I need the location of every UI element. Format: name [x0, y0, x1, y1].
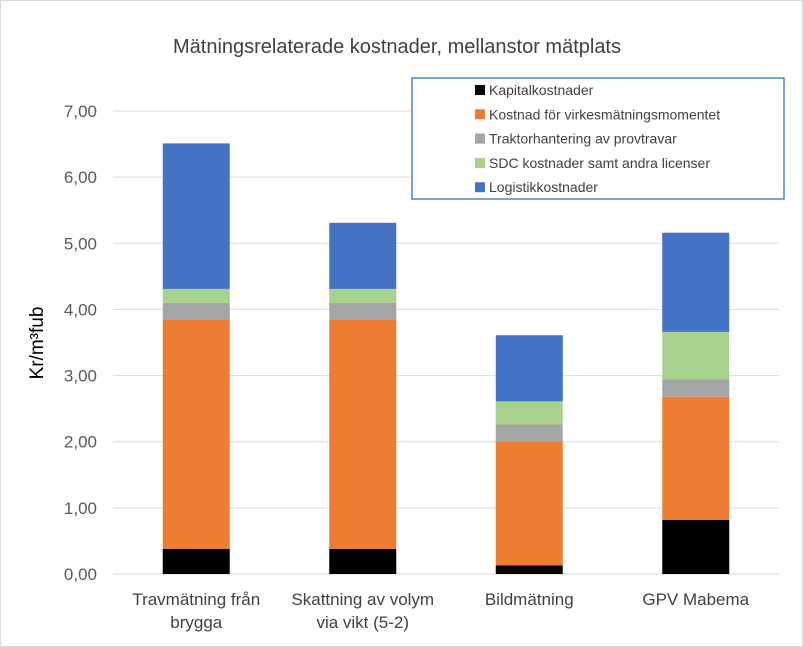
y-axis-label: Kr/m³fub — [27, 307, 48, 380]
bar-segment — [495, 401, 563, 425]
bar-segment — [162, 143, 230, 289]
bar-segment — [329, 222, 397, 289]
legend-label: SDC kostnader samt andra licenser — [489, 155, 710, 171]
legend-swatch — [475, 182, 485, 193]
bar-segment — [162, 319, 230, 549]
bar-segment — [495, 335, 563, 402]
legend-label: Logistikkostnader — [489, 179, 598, 195]
y-tick-label: 4,00 — [64, 300, 97, 319]
bar-segment — [662, 379, 730, 397]
bar-segment — [495, 565, 563, 574]
y-tick-label: 3,00 — [64, 367, 97, 386]
bar-segment — [495, 424, 563, 442]
bar-segment — [162, 548, 230, 574]
y-tick-label: 0,00 — [64, 565, 97, 584]
bars — [162, 143, 730, 574]
legend-swatch — [475, 157, 485, 168]
legend-swatch — [475, 85, 485, 95]
bar-segment — [329, 302, 397, 320]
legend-label: Kostnad för virkesmätningsmomentet — [489, 106, 720, 122]
y-tick-label: 7,00 — [64, 102, 97, 121]
bar-segment — [495, 441, 563, 566]
category-label: brygga — [170, 613, 223, 632]
bar-segment — [662, 331, 730, 380]
bar-segment — [329, 288, 397, 303]
category-label: GPV Mabema — [642, 590, 749, 609]
bar-segment — [329, 319, 397, 549]
y-tick-label: 2,00 — [64, 433, 97, 452]
category-label: via vikt (5-2) — [316, 613, 409, 632]
y-tick-label: 5,00 — [64, 234, 97, 253]
legend-swatch — [475, 109, 485, 120]
bar-segment — [162, 288, 230, 303]
legend-label: Traktorhantering av provtravar — [489, 131, 677, 147]
legend-label: Kapitalkostnader — [489, 82, 594, 98]
bar-segment — [329, 548, 397, 574]
bar-segment — [162, 302, 230, 320]
bar-segment — [662, 519, 730, 574]
y-tick-label: 1,00 — [64, 499, 97, 518]
bar-segment — [662, 232, 730, 332]
category-label: Travmätning från — [132, 590, 260, 609]
legend-swatch — [475, 133, 485, 144]
y-tick-labels: 0,00 1,00 2,00 3,00 4,00 5,00 6,00 7,00 — [64, 102, 97, 584]
chart-title: Mätningsrelaterade kostnader, mellanstor… — [173, 36, 621, 58]
y-tick-label: 6,00 — [64, 168, 97, 187]
legend: Kapitalkostnader Kostnad för virkesmätnin… — [411, 77, 785, 200]
bar-segment — [662, 396, 730, 520]
legend-box — [411, 77, 785, 200]
category-labels: Travmätning från brygga Skattning av volym… — [132, 590, 749, 632]
category-label: Bildmätning — [485, 590, 574, 609]
category-label: Skattning av volym — [291, 590, 434, 609]
